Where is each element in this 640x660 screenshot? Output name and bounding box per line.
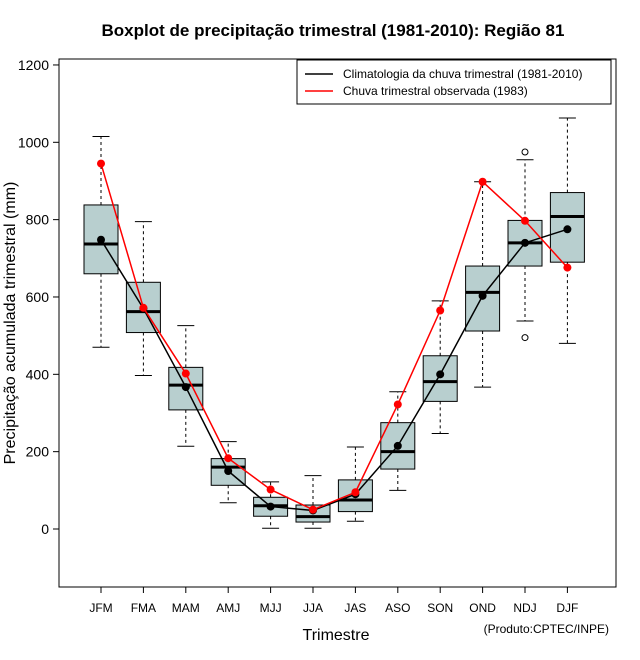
series-point bbox=[139, 303, 148, 312]
x-tick-label: DJF bbox=[556, 601, 578, 615]
x-tick-label: MJJ bbox=[260, 601, 282, 615]
y-tick-label: 800 bbox=[26, 212, 50, 228]
series-point bbox=[351, 488, 360, 497]
series-observed bbox=[97, 159, 572, 514]
series-point bbox=[393, 400, 402, 409]
series-point bbox=[393, 441, 402, 450]
series-point bbox=[97, 235, 105, 244]
outlier-point bbox=[521, 148, 529, 156]
x-tick-label: ASO bbox=[385, 601, 410, 615]
series-point bbox=[224, 454, 233, 463]
series-point bbox=[563, 225, 572, 234]
series-point bbox=[266, 502, 275, 511]
x-tick-label: FMA bbox=[131, 601, 156, 615]
y-tick-label: 200 bbox=[26, 444, 50, 460]
series-point bbox=[478, 177, 487, 186]
series-point bbox=[521, 216, 529, 225]
box-jfm bbox=[83, 135, 119, 348]
x-tick-label: NDJ bbox=[513, 601, 536, 615]
legend-entry: Chuva trimestral observada (1983) bbox=[343, 84, 528, 98]
plot-area bbox=[83, 117, 585, 529]
x-tick-label: JFM bbox=[89, 601, 112, 615]
legend-box bbox=[296, 59, 612, 105]
series-point bbox=[224, 466, 233, 475]
y-axis-title: Precipitação acumulada trimestral (mm) bbox=[2, 182, 19, 465]
series-point bbox=[181, 383, 190, 392]
series-point bbox=[563, 263, 572, 272]
series-line bbox=[100, 228, 568, 512]
chart-title: Boxplot de precipitação trimestral (1981… bbox=[102, 21, 565, 40]
outlier-point bbox=[521, 334, 529, 342]
x-tick-label: JJA bbox=[303, 601, 323, 615]
series-point bbox=[436, 370, 445, 379]
y-tick-label: 600 bbox=[26, 289, 50, 305]
y-tick-label: 400 bbox=[26, 366, 50, 382]
series-point bbox=[181, 369, 190, 378]
x-tick-label: OND bbox=[469, 601, 496, 615]
legend-entry: Climatologia da chuva trimestral (1981-2… bbox=[343, 67, 582, 81]
box-ndj bbox=[507, 148, 543, 342]
x-tick-label: JAS bbox=[344, 601, 366, 615]
product-credit: (Produto:CPTEC/INPE) bbox=[484, 622, 609, 636]
y-tick-label: 1000 bbox=[18, 134, 49, 150]
legend: Climatologia da chuva trimestral (1981-2… bbox=[296, 59, 612, 105]
series-line bbox=[100, 163, 568, 511]
box-iqr bbox=[83, 204, 119, 275]
series-point bbox=[97, 159, 105, 168]
series-point bbox=[309, 505, 317, 514]
series-point bbox=[436, 306, 445, 315]
x-tick-label: SON bbox=[427, 601, 453, 615]
x-tick-label: AMJ bbox=[216, 601, 240, 615]
plot-frame bbox=[58, 58, 617, 588]
series-point bbox=[266, 485, 275, 494]
y-tick-label: 0 bbox=[41, 521, 49, 537]
x-axis: JFM FMA MAM AMJ MJJ JJA JAS ASO SON OND NDJ DJF bbox=[89, 587, 578, 615]
y-axis: 0 200 400 600 800 1000 1200 bbox=[18, 57, 59, 537]
y-tick-label: 1200 bbox=[18, 57, 49, 73]
series-point bbox=[521, 238, 529, 247]
series-point bbox=[478, 291, 487, 300]
x-tick-label: MAM bbox=[172, 601, 200, 615]
x-axis-title: Trimestre bbox=[303, 627, 370, 644]
